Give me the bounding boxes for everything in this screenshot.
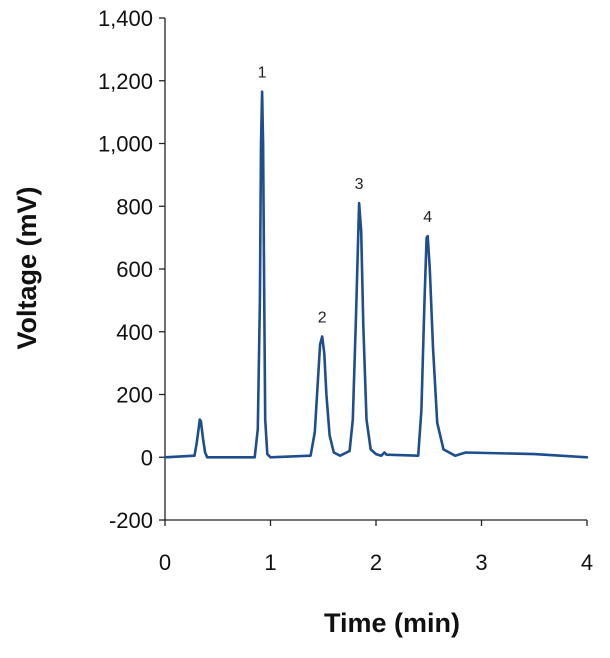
- peak-labels: 1 2 3 4: [258, 65, 433, 327]
- peak-label-3: 3: [355, 176, 364, 193]
- y-tick-label: 1,400: [98, 6, 153, 31]
- peak-label-2: 2: [318, 309, 327, 326]
- x-tick-label: 0: [159, 550, 171, 575]
- peak-label-4: 4: [423, 209, 432, 226]
- y-tick-label: 0: [141, 445, 153, 470]
- y-tick-label: 800: [116, 194, 153, 219]
- x-tick-label: 4: [581, 550, 593, 575]
- y-tick-label: 600: [116, 257, 153, 282]
- y-tick-label: 400: [116, 320, 153, 345]
- x-axis-ticks: 0 1 2 3 4: [159, 520, 593, 575]
- y-tick-label: 200: [116, 383, 153, 408]
- y-tick-label: -200: [109, 508, 153, 533]
- y-axis-title: Voltage (mV): [12, 186, 42, 349]
- x-tick-label: 3: [475, 550, 487, 575]
- x-tick-label: 1: [264, 550, 276, 575]
- x-tick-label: 2: [370, 550, 382, 575]
- x-axis-title: Time (min): [324, 608, 460, 638]
- y-tick-label: 1,000: [98, 132, 153, 157]
- y-tick-label: 1,200: [98, 69, 153, 94]
- series-line: [163, 90, 589, 459]
- peak-label-1: 1: [258, 65, 267, 82]
- y-axis-ticks: -200 0 200 400 600 800 1,000 1,200 1,400: [98, 6, 165, 533]
